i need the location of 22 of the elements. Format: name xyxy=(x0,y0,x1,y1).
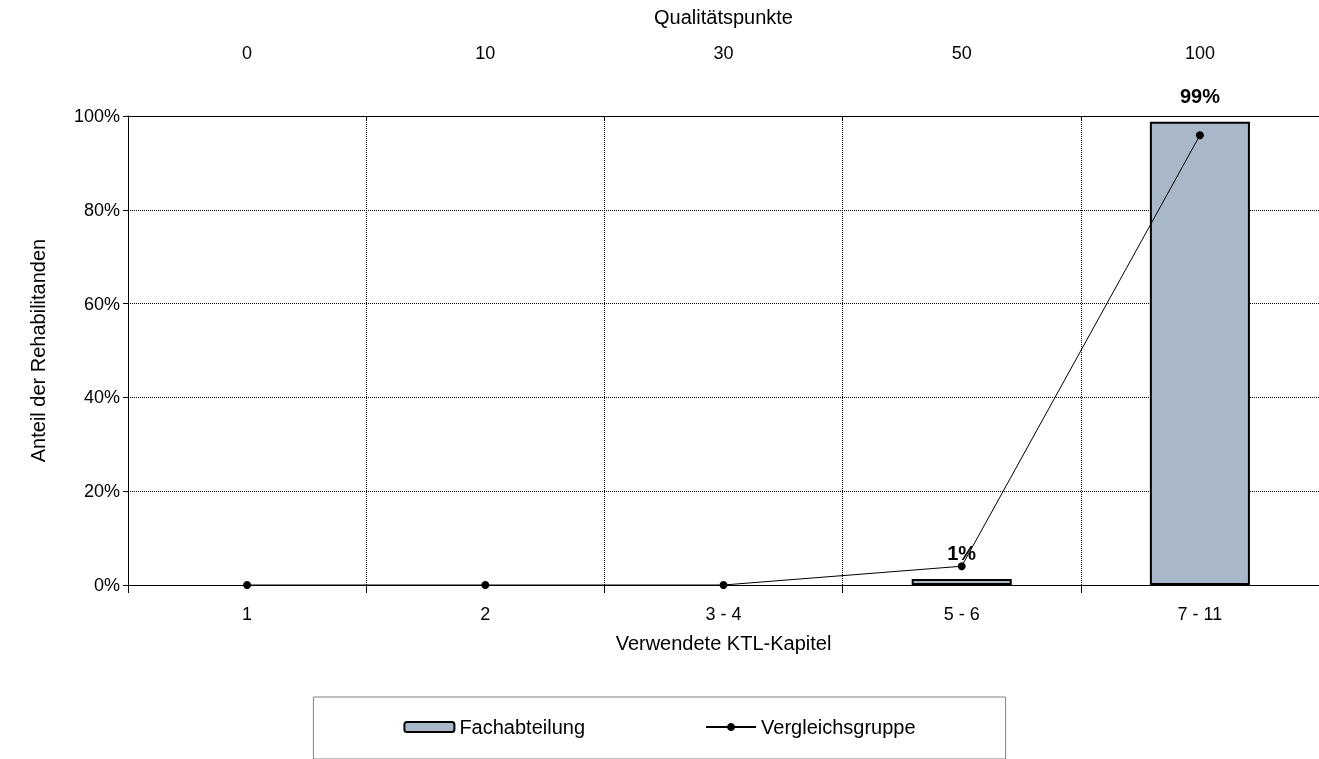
x-tick-label: 2 xyxy=(480,604,491,624)
x-tick-label: 5 - 6 xyxy=(943,604,980,624)
x-tick-label: 1 xyxy=(242,604,253,624)
legend-label: Fachabteilung xyxy=(459,716,586,738)
y-tick-label: 40% xyxy=(83,387,120,408)
y-tick-label: 80% xyxy=(83,199,120,220)
y-axis-title: Anteil der Rehabilitanden xyxy=(27,238,49,463)
text: 30 xyxy=(713,43,734,63)
data-label: 99% xyxy=(1179,84,1221,107)
legend-label: Vergleichsgruppe xyxy=(761,716,916,738)
x-tick-label: 7 - 11 xyxy=(1177,604,1223,624)
x2-axis-title: Qualitätspunkte xyxy=(654,6,793,28)
y-tick-label: 100% xyxy=(73,106,120,126)
y-tick-label: 60% xyxy=(83,293,120,314)
text: 50 xyxy=(951,43,972,63)
y-tick-label: 20% xyxy=(83,481,120,502)
text: 10 xyxy=(475,43,496,63)
text: 0 xyxy=(242,43,253,63)
x-tick-label: 3 - 4 xyxy=(705,604,742,624)
x-axis-title: Verwendete KTL-Kapitel xyxy=(615,632,832,654)
text: 100 xyxy=(1184,43,1215,63)
y-tick-label: 0% xyxy=(93,575,120,595)
